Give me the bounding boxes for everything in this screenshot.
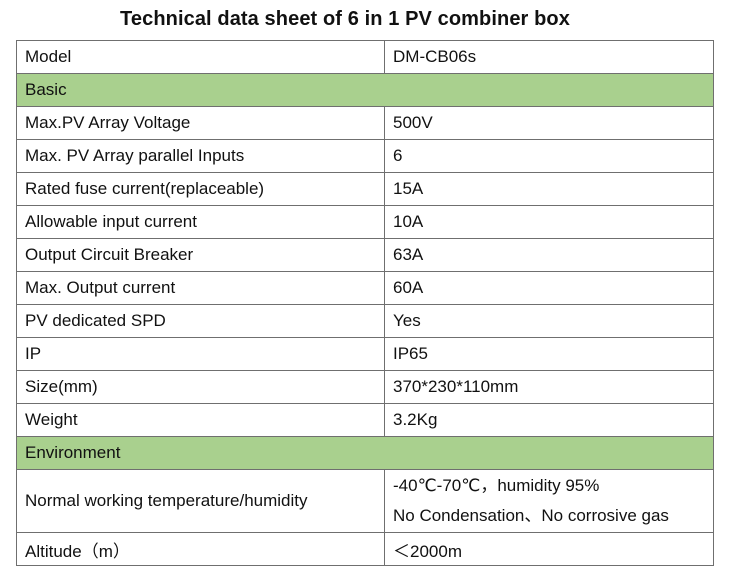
table-row-max-output-current: Max. Output current 60A xyxy=(16,271,714,305)
table-row-pv-dedicated-spd: PV dedicated SPD Yes xyxy=(16,304,714,338)
row-label: Max. Output current xyxy=(16,271,385,305)
page-title: Technical data sheet of 6 in 1 PV combin… xyxy=(120,8,570,30)
row-value: 63A xyxy=(384,238,714,272)
row-value: DM-CB06s xyxy=(384,40,714,74)
row-label: Altitude（m） xyxy=(16,532,385,566)
row-value: -40℃-70℃，humidity 95% No Condensation、No… xyxy=(384,469,714,533)
row-label: Allowable input current xyxy=(16,205,385,239)
row-value: IP65 xyxy=(384,337,714,371)
row-value-line: -40℃-70℃，humidity 95% xyxy=(393,476,600,495)
row-value: 60A xyxy=(384,271,714,305)
section-row-basic: Basic xyxy=(16,73,714,107)
table-row-temperature-humidity: Normal working temperature/humidity -40℃… xyxy=(16,469,714,533)
row-label: PV dedicated SPD xyxy=(16,304,385,338)
section-label: Basic xyxy=(16,73,714,107)
row-value: 3.2Kg xyxy=(384,403,714,437)
row-label: Size(mm) xyxy=(16,370,385,404)
row-value: 10A xyxy=(384,205,714,239)
row-value: Yes xyxy=(384,304,714,338)
section-label: Environment xyxy=(16,436,714,470)
row-label: Rated fuse current(replaceable) xyxy=(16,172,385,206)
table-row-weight: Weight 3.2Kg xyxy=(16,403,714,437)
row-label: Normal working temperature/humidity xyxy=(16,469,385,533)
table-row-max-pv-array-voltage: Max.PV Array Voltage 500V xyxy=(16,106,714,140)
row-value: 500V xyxy=(384,106,714,140)
row-value: 370*230*110mm xyxy=(384,370,714,404)
table-row-rated-fuse-current: Rated fuse current(replaceable) 15A xyxy=(16,172,714,206)
row-label: Max.PV Array Voltage xyxy=(16,106,385,140)
table-row-size: Size(mm) 370*230*110mm xyxy=(16,370,714,404)
row-label: Max. PV Array parallel Inputs xyxy=(16,139,385,173)
table-row-model: Model DM-CB06s xyxy=(16,40,714,74)
row-value: 6 xyxy=(384,139,714,173)
row-label: IP xyxy=(16,337,385,371)
row-label: Model xyxy=(16,40,385,74)
table-row-output-circuit-breaker: Output Circuit Breaker 63A xyxy=(16,238,714,272)
table-row-parallel-inputs: Max. PV Array parallel Inputs 6 xyxy=(16,139,714,173)
row-value: ＜2000m xyxy=(384,532,714,566)
row-value: 15A xyxy=(384,172,714,206)
table-row-ip: IP IP65 xyxy=(16,337,714,371)
row-label: Output Circuit Breaker xyxy=(16,238,385,272)
row-label: Weight xyxy=(16,403,385,437)
spec-table: Model DM-CB06s Basic Max.PV Array Voltag… xyxy=(16,40,714,566)
section-row-environment: Environment xyxy=(16,436,714,470)
row-value-line: No Condensation、No corrosive gas xyxy=(393,506,669,525)
table-row-allowable-input-current: Allowable input current 10A xyxy=(16,205,714,239)
table-row-altitude: Altitude（m） ＜2000m xyxy=(16,532,714,566)
